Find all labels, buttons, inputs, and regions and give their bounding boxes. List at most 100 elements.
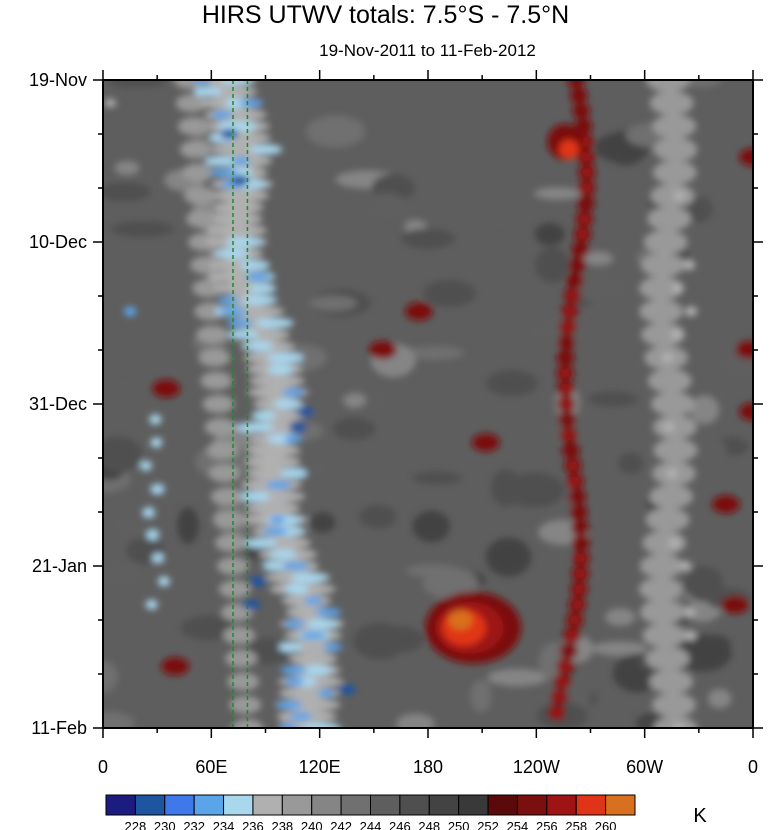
cold-band-blob [289, 652, 338, 665]
cold-band-blob [251, 410, 276, 421]
cold-band-blob [249, 144, 283, 155]
cold-band-blob [246, 502, 301, 515]
colorbar-swatch [605, 794, 636, 816]
light-band-blob [685, 306, 698, 317]
colorbar-label: 254 [507, 819, 529, 830]
light-band-blob [653, 137, 698, 162]
light-band-blob [646, 80, 691, 92]
warm-band-blob [576, 195, 595, 212]
warm-band-blob [568, 257, 587, 274]
warm-band-blob [569, 87, 588, 104]
texture-blob [353, 622, 406, 661]
cold-band-blob [247, 444, 301, 457]
warm-spot-blob [739, 148, 753, 167]
warm-band-blob [557, 676, 568, 687]
cold-band-blob [239, 260, 271, 271]
cold-band-blob [275, 700, 303, 709]
warm-band-blob [581, 167, 592, 178]
texture-blob [591, 641, 648, 656]
warm-band-blob [575, 568, 586, 579]
light-band-blob [204, 418, 237, 437]
colorbar-swatch [164, 794, 195, 816]
x-tick-label: 180 [413, 757, 443, 777]
warm-band-blob [556, 349, 575, 366]
texture-blob [470, 679, 492, 713]
colorbar-swatch [487, 794, 518, 816]
warm-band-blob [569, 615, 580, 625]
texture-blob [180, 615, 237, 641]
warm-spot-blob [558, 139, 579, 160]
cold-band-blob [210, 168, 238, 177]
colorbar-label: 246 [389, 819, 411, 830]
cold-band-blob [248, 374, 305, 387]
light-band-blob [202, 395, 235, 413]
cold-band-blob [217, 121, 258, 132]
texture-blob [617, 452, 644, 474]
light-band-blob [641, 322, 686, 347]
texture-blob [485, 537, 532, 577]
texture-blob [306, 115, 365, 148]
light-band-blob [229, 695, 262, 714]
light-band-blob [649, 91, 694, 116]
cold-band-blob [239, 99, 264, 108]
light-band-blob [212, 510, 245, 529]
light-band-blob [196, 325, 229, 344]
texture-blob [109, 373, 136, 395]
texture-blob [505, 472, 565, 508]
light-band-blob [190, 256, 223, 275]
cold-band-blob [240, 491, 271, 502]
light-band-blob [177, 117, 210, 136]
colorbar-swatch [458, 794, 489, 816]
chart-subtitle: 19-Nov-2011 to 11-Feb-2012 [319, 41, 536, 60]
warm-band-blob [561, 399, 572, 409]
warm-patch-blob [448, 610, 473, 630]
warm-band-blob [572, 599, 583, 610]
cold-band-blob [306, 618, 340, 629]
cold-band-blob [255, 318, 294, 328]
warm-band-blob [566, 630, 577, 641]
cold-band-blob [227, 319, 253, 327]
light-band-blob [650, 183, 695, 208]
texture-blob [547, 548, 572, 563]
warm-band-blob [567, 80, 586, 88]
texture-blob [364, 192, 411, 226]
contour-field [103, 80, 753, 728]
cold-band-blob [212, 212, 263, 225]
cold-band-blob [204, 156, 237, 166]
texture-blob [490, 165, 538, 182]
texture-blob [700, 532, 753, 550]
warm-band-blob [571, 241, 590, 258]
y-tick-label: 19-Nov [29, 70, 87, 90]
light-band-blob [653, 438, 698, 463]
texture-blob [422, 279, 476, 307]
warm-spot-blob [735, 341, 753, 359]
texture-blob [422, 567, 479, 599]
light-band-blob [638, 577, 683, 602]
texture-blob [403, 346, 464, 360]
cold-band-blob [206, 224, 268, 237]
colorbar-label: 250 [448, 819, 470, 830]
reference-lines [232, 80, 249, 728]
cold-spot-blob [157, 576, 170, 587]
warm-band-blob [551, 707, 562, 718]
light-band-blob [645, 646, 690, 671]
x-tick-label: 120E [299, 757, 341, 777]
colorbar-label: 240 [301, 819, 323, 830]
texture-blob [605, 608, 636, 626]
cold-core-blob [220, 129, 239, 139]
warm-band-blob [560, 383, 571, 394]
cold-band-blob [267, 364, 294, 375]
cold-core-blob [242, 599, 261, 610]
warm-band-blob [557, 334, 576, 351]
cold-band-blob [273, 399, 303, 409]
light-band-blob [683, 260, 696, 271]
light-band-blob [642, 530, 687, 555]
chart-title: HIRS UTWV totals: 7.5°S - 7.5°N [201, 1, 570, 29]
light-band-blob [188, 233, 221, 251]
light-band-blob [179, 140, 212, 159]
colorbar-swatch [428, 794, 460, 816]
cold-band-blob [218, 295, 239, 304]
colorbar-label: 258 [565, 819, 587, 830]
light-band-blob [647, 368, 692, 393]
cold-band-blob [262, 527, 289, 536]
